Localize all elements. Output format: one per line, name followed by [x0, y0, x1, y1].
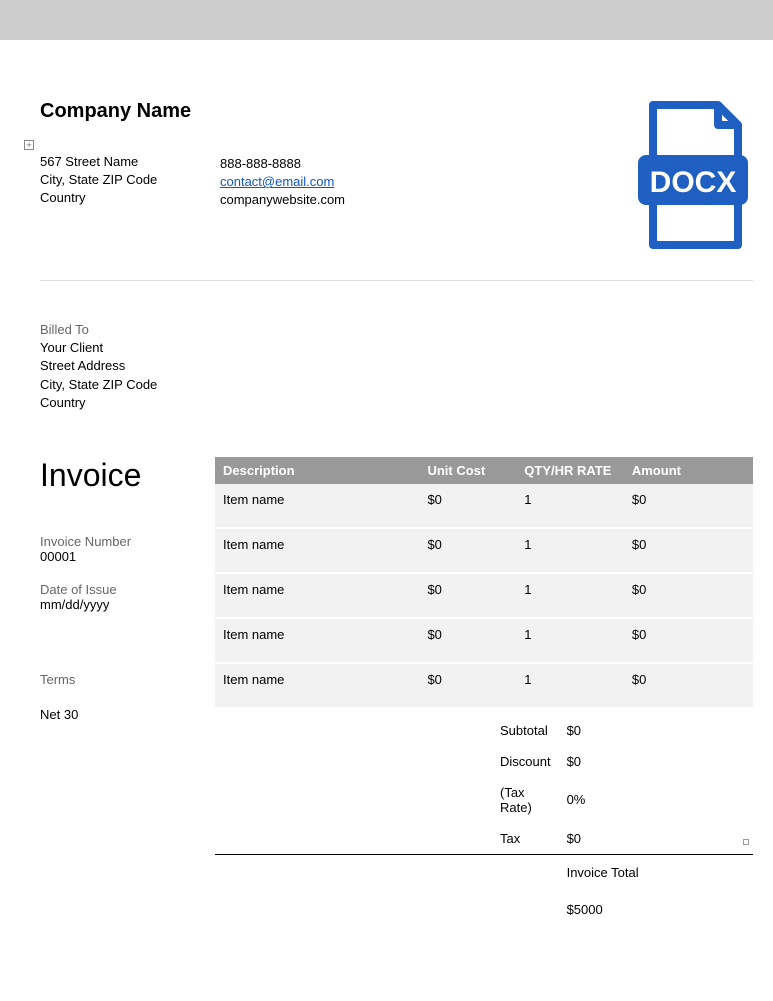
spacer: [215, 888, 559, 925]
discount-row: Discount $0: [215, 746, 753, 777]
tax-rate-row: (Tax Rate) 0%: [215, 777, 753, 823]
invoice-title: Invoice: [40, 457, 215, 494]
company-block: Company Name 567 Street Name City, State…: [40, 100, 220, 250]
cell-qty: 1: [516, 618, 624, 663]
invoice-date-value: mm/dd/yyyy: [40, 597, 215, 612]
company-name: Company Name: [40, 100, 220, 123]
tax-rate-label: (Tax Rate): [215, 777, 559, 823]
docx-file-icon: DOCX: [633, 100, 753, 250]
subtotal-label: Subtotal: [215, 715, 559, 746]
summary-table: Subtotal $0 Discount $0 (Tax Rate) 0% Ta…: [215, 715, 753, 925]
invoice-date-label: Date of Issue: [40, 582, 215, 597]
invoice-terms-group: Terms Net 30: [40, 672, 215, 722]
invoice-number-group: Invoice Number 00001: [40, 534, 215, 564]
company-phone: 888-888-8888: [220, 155, 623, 173]
cell-unit: $0: [419, 528, 516, 573]
billed-to-country: Country: [40, 394, 753, 412]
tax-rate-value: 0%: [559, 777, 753, 823]
cell-desc: Item name: [215, 618, 419, 663]
company-email-link[interactable]: contact@email.com: [220, 174, 334, 189]
table-row: Item name$01$0: [215, 484, 753, 528]
invoice-total-label: Invoice Total: [559, 854, 753, 888]
subtotal-row: Subtotal $0: [215, 715, 753, 746]
invoice-terms-value: Net 30: [40, 707, 215, 722]
table-header-row: Description Unit Cost QTY/HR RATE Amount: [215, 457, 753, 484]
billed-to-block: Billed To Your Client Street Address Cit…: [40, 321, 753, 412]
company-country: Country: [40, 189, 220, 207]
th-unit-cost: Unit Cost: [419, 457, 516, 484]
header-section: Company Name 567 Street Name City, State…: [40, 100, 753, 281]
tax-value: $0: [559, 823, 753, 855]
invoice-date-group: Date of Issue mm/dd/yyyy: [40, 582, 215, 612]
cell-amt: $0: [624, 528, 753, 573]
cell-unit: $0: [419, 484, 516, 528]
th-qty: QTY/HR RATE: [516, 457, 624, 484]
spacer: [215, 854, 559, 888]
invoice-total-label-row: Invoice Total: [215, 854, 753, 888]
table-row: Item name$01$0: [215, 663, 753, 708]
docx-badge: DOCX: [623, 100, 753, 250]
invoice-table-column: Description Unit Cost QTY/HR RATE Amount…: [215, 457, 753, 925]
tax-label: Tax: [215, 823, 559, 855]
invoice-meta-column: Invoice Invoice Number 00001 Date of Iss…: [40, 457, 215, 925]
cell-amt: $0: [624, 573, 753, 618]
invoice-total-amount: $5000: [559, 888, 753, 925]
cell-qty: 1: [516, 663, 624, 708]
discount-label: Discount: [215, 746, 559, 777]
cell-unit: $0: [419, 663, 516, 708]
cell-desc: Item name: [215, 484, 419, 528]
content-row: Invoice Invoice Number 00001 Date of Iss…: [40, 457, 753, 925]
cell-unit: $0: [419, 573, 516, 618]
invoice-total-row: $5000: [215, 888, 753, 925]
billed-to-label: Billed To: [40, 321, 753, 339]
billed-to-client: Your Client: [40, 339, 753, 357]
th-description: Description: [215, 457, 419, 484]
cell-desc: Item name: [215, 663, 419, 708]
th-amount: Amount: [624, 457, 753, 484]
cell-qty: 1: [516, 484, 624, 528]
company-website: companywebsite.com: [220, 191, 623, 209]
table-row: Item name$01$0: [215, 573, 753, 618]
svg-text:DOCX: DOCX: [650, 166, 737, 199]
company-street: 567 Street Name: [40, 153, 220, 171]
top-bar: [0, 0, 773, 40]
cell-unit: $0: [419, 618, 516, 663]
cell-desc: Item name: [215, 573, 419, 618]
subtotal-value: $0: [559, 715, 753, 746]
table-row: Item name$01$0: [215, 528, 753, 573]
cell-amt: $0: [624, 618, 753, 663]
table-handle-icon[interactable]: +: [24, 140, 34, 150]
line-items-table: Description Unit Cost QTY/HR RATE Amount…: [215, 457, 753, 709]
cell-amt: $0: [624, 484, 753, 528]
tax-row: Tax $0: [215, 823, 753, 855]
billed-to-street: Street Address: [40, 357, 753, 375]
discount-value: $0: [559, 746, 753, 777]
cell-amt: $0: [624, 663, 753, 708]
cell-desc: Item name: [215, 528, 419, 573]
paragraph-mark-icon: [743, 839, 749, 845]
company-city-state-zip: City, State ZIP Code: [40, 171, 220, 189]
billed-to-city-state-zip: City, State ZIP Code: [40, 376, 753, 394]
contact-block: 888-888-8888 contact@email.com companywe…: [220, 100, 623, 250]
cell-qty: 1: [516, 528, 624, 573]
cell-qty: 1: [516, 573, 624, 618]
invoice-number-value: 00001: [40, 549, 215, 564]
invoice-terms-label: Terms: [40, 672, 215, 687]
invoice-page: + Company Name 567 Street Name City, Sta…: [0, 40, 773, 965]
invoice-number-label: Invoice Number: [40, 534, 215, 549]
table-row: Item name$01$0: [215, 618, 753, 663]
